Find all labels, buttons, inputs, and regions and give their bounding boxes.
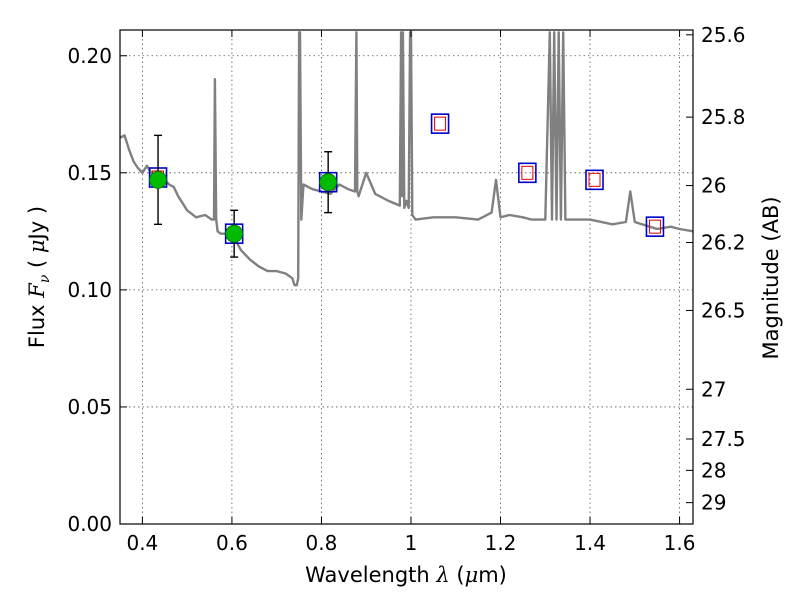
x-tick-label: 1.4 (574, 531, 606, 555)
observed-point (225, 224, 244, 243)
y2-tick-label: 28 (701, 458, 726, 482)
y-tick-label: 0.05 (67, 395, 112, 419)
x-tick-label: 0.8 (306, 531, 338, 555)
y2-tick-label: 27.5 (701, 427, 746, 451)
model-point-inner (648, 219, 661, 234)
ticks-layer: 0.4 0.6 0.8 1 1.2 1.4 1.6 0.00 0.05 0.10 0.15 0.20 2… (67, 23, 745, 555)
model-point-inner (521, 165, 534, 180)
model-point (430, 113, 450, 134)
y2-tick-label: 25.6 (701, 23, 746, 47)
x-tick-label: 1.6 (664, 531, 696, 555)
observed-point (319, 173, 338, 192)
x-tick-label: 1.2 (485, 531, 517, 555)
y-tick-label: 0.00 (67, 512, 112, 536)
model-point (518, 162, 537, 184)
y2-tick-label: 26.2 (701, 231, 746, 255)
x-tick-label: 0.4 (126, 531, 158, 555)
grid (120, 30, 693, 525)
y2-tick-label: 26 (701, 174, 726, 198)
x-tick-label: 0.6 (216, 531, 248, 555)
y-tick-label: 0.10 (67, 278, 112, 302)
observed-point (149, 170, 167, 189)
model-point (585, 169, 604, 191)
y-tick-label: 0.20 (67, 44, 112, 68)
x-axis-label: Wavelength λ (μm) (305, 563, 507, 587)
y2-tick-label: 27 (701, 377, 726, 401)
y-tick-label: 0.15 (67, 161, 112, 185)
series-layer (119, 31, 694, 287)
y2-tick-label: 25.8 (701, 105, 746, 129)
y-axis-label: Flux Fν ( μJy ) (25, 206, 53, 348)
y2-axis-label: Magnitude (AB) (759, 196, 783, 359)
model-point-inner (434, 116, 447, 131)
x-tick-label: 1 (405, 531, 418, 555)
model-point (645, 216, 665, 237)
y2-tick-label: 29 (701, 491, 726, 515)
marker-layer (148, 113, 665, 258)
spectrum-line (119, 31, 694, 287)
plot-frame (119, 29, 694, 525)
model-point-inner (588, 172, 601, 187)
y2-tick-label: 26.5 (701, 298, 746, 322)
